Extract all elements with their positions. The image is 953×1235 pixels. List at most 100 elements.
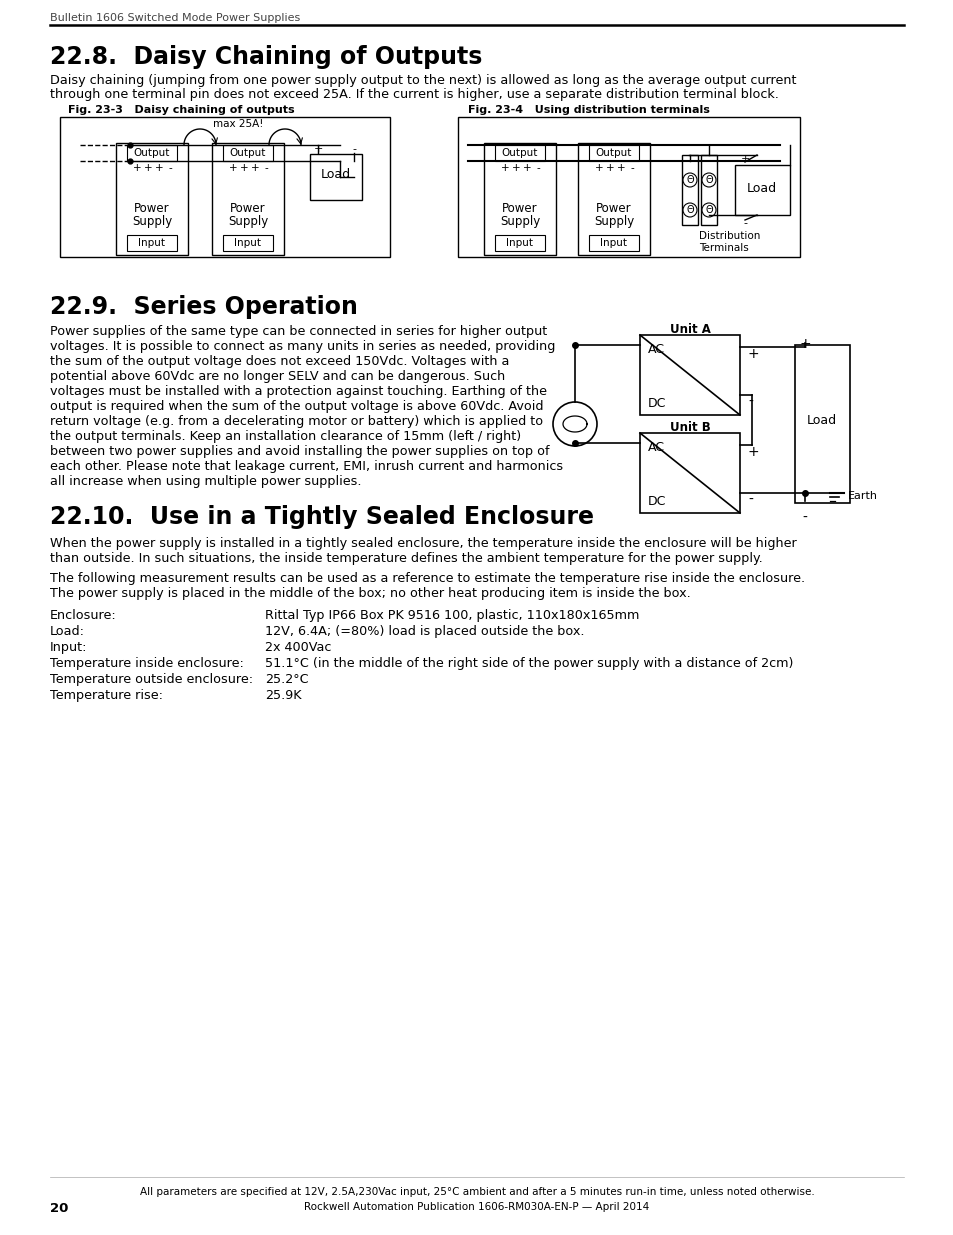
Circle shape (682, 203, 697, 217)
Text: The power supply is placed in the middle of the box; no other heat producing ite: The power supply is placed in the middle… (50, 587, 690, 600)
Bar (127, 144, 177, 161)
Text: -: - (264, 163, 268, 173)
Bar (639, 433, 740, 513)
Text: Rittal Typ IP66 Box PK 9516 100, plastic, 110x180x165mm: Rittal Typ IP66 Box PK 9516 100, plastic… (265, 609, 639, 622)
Text: +: + (500, 163, 509, 173)
Text: -: - (742, 219, 746, 228)
Text: Fig. 23-4   Using distribution terminals: Fig. 23-4 Using distribution terminals (468, 105, 709, 115)
Text: 20: 20 (50, 1202, 69, 1215)
Text: +: + (605, 163, 614, 173)
Text: each other. Please note that leakage current, EMI, inrush current and harmonics: each other. Please note that leakage cur… (50, 459, 562, 473)
Text: all increase when using multiple power supplies.: all increase when using multiple power s… (50, 475, 361, 488)
Bar (212, 143, 284, 254)
Text: +: + (154, 163, 163, 173)
Text: voltages must be installed with a protection against touching. Earthing of the: voltages must be installed with a protec… (50, 385, 546, 398)
Text: AC: AC (647, 441, 664, 454)
Text: +: + (239, 163, 248, 173)
Text: +: + (747, 445, 759, 459)
Text: 25.9K: 25.9K (265, 689, 301, 701)
Text: 12V, 6.4A; (=80%) load is placed outside the box.: 12V, 6.4A; (=80%) load is placed outside… (265, 625, 584, 638)
Text: +: + (144, 163, 152, 173)
Text: All parameters are specified at 12V, 2.5A,230Vac input, 25°C ambient and after a: All parameters are specified at 12V, 2.5… (139, 1187, 814, 1197)
Text: -: - (747, 493, 752, 508)
Text: 25.2°C: 25.2°C (265, 673, 309, 685)
Text: Output: Output (501, 148, 537, 158)
Bar (223, 144, 273, 161)
Text: Input: Input (138, 238, 165, 248)
Text: Temperature inside enclosure:: Temperature inside enclosure: (50, 657, 244, 671)
Text: +: + (740, 154, 749, 164)
Text: +: + (616, 163, 624, 173)
Text: Load: Load (746, 182, 777, 194)
Text: Supply: Supply (228, 215, 268, 228)
Text: Input:: Input: (50, 641, 88, 655)
Bar (588, 144, 639, 161)
Text: output is required when the sum of the output voltage is above 60Vdc. Avoid: output is required when the sum of the o… (50, 400, 543, 412)
Text: Power supplies of the same type can be connected in series for higher output: Power supplies of the same type can be c… (50, 325, 547, 338)
Text: Power: Power (230, 201, 266, 215)
Text: +: + (251, 163, 259, 173)
Bar (310, 154, 361, 200)
Text: voltages. It is possible to connect as many units in series as needed, providing: voltages. It is possible to connect as m… (50, 340, 555, 353)
Text: Output: Output (230, 148, 266, 158)
Text: Power: Power (501, 201, 537, 215)
Text: +: + (132, 163, 141, 173)
Text: Power: Power (134, 201, 170, 215)
Circle shape (682, 173, 697, 186)
Text: 51.1°C (in the middle of the right side of the power supply with a distance of 2: 51.1°C (in the middle of the right side … (265, 657, 793, 671)
Bar (578, 143, 649, 254)
Text: -: - (747, 395, 752, 409)
Text: Θ: Θ (704, 175, 712, 185)
Text: Θ: Θ (685, 205, 693, 215)
Bar (116, 143, 188, 254)
Text: the output terminals. Keep an installation clearance of 15mm (left / right): the output terminals. Keep an installati… (50, 430, 520, 443)
Bar (681, 156, 698, 225)
Text: Power: Power (596, 201, 631, 215)
Circle shape (701, 173, 716, 186)
Text: -: - (168, 163, 172, 173)
Text: Supply: Supply (132, 215, 172, 228)
Text: Daisy chaining (jumping from one power supply output to the next) is allowed as : Daisy chaining (jumping from one power s… (50, 74, 796, 86)
Text: +: + (229, 163, 237, 173)
Text: the sum of the output voltage does not exceed 150Vdc. Voltages with a: the sum of the output voltage does not e… (50, 354, 509, 368)
Text: potential above 60Vdc are no longer SELV and can be dangerous. Such: potential above 60Vdc are no longer SELV… (50, 370, 505, 383)
Text: Load: Load (320, 168, 351, 182)
Text: DC: DC (647, 495, 666, 508)
Text: 2x 400Vac: 2x 400Vac (265, 641, 331, 655)
Bar (60, 117, 390, 257)
Circle shape (553, 403, 597, 446)
Text: 22.10.  Use in a Tightly Sealed Enclosure: 22.10. Use in a Tightly Sealed Enclosure (50, 505, 594, 529)
Bar (734, 165, 789, 215)
Text: Rockwell Automation Publication 1606-RM030A-EN-P — April 2014: Rockwell Automation Publication 1606-RM0… (304, 1202, 649, 1212)
Bar (700, 156, 717, 225)
Text: Unit B: Unit B (669, 421, 710, 433)
Bar (483, 143, 556, 254)
Text: DC: DC (647, 396, 666, 410)
Text: 22.9.  Series Operation: 22.9. Series Operation (50, 295, 357, 319)
Text: Supply: Supply (499, 215, 539, 228)
Text: Output: Output (133, 148, 170, 158)
Text: The following measurement results can be used as a reference to estimate the tem: The following measurement results can be… (50, 572, 804, 585)
Text: -: - (630, 163, 633, 173)
Text: Unit A: Unit A (669, 324, 710, 336)
Text: Input: Input (234, 238, 261, 248)
Text: When the power supply is installed in a tightly sealed enclosure, the temperatur: When the power supply is installed in a … (50, 537, 796, 550)
Text: between two power supplies and avoid installing the power supplies on top of: between two power supplies and avoid ins… (50, 445, 549, 458)
Bar (794, 345, 849, 503)
Text: Output: Output (596, 148, 632, 158)
Text: Load: Load (806, 414, 836, 426)
Text: +: + (313, 144, 322, 154)
Bar (495, 144, 544, 161)
Text: -: - (352, 144, 355, 154)
Text: +: + (594, 163, 602, 173)
Bar (223, 235, 273, 251)
Text: +: + (747, 347, 759, 361)
Text: max 25A!: max 25A! (213, 119, 263, 128)
Text: return voltage (e.g. from a decelerating motor or battery) which is applied to: return voltage (e.g. from a decelerating… (50, 415, 542, 429)
Text: AC: AC (647, 343, 664, 356)
Text: through one terminal pin does not exceed 25A. If the current is higher, use a se: through one terminal pin does not exceed… (50, 88, 778, 101)
Text: Θ: Θ (704, 205, 712, 215)
Text: Load:: Load: (50, 625, 85, 638)
Text: Terminals: Terminals (699, 243, 748, 253)
Bar (639, 335, 740, 415)
